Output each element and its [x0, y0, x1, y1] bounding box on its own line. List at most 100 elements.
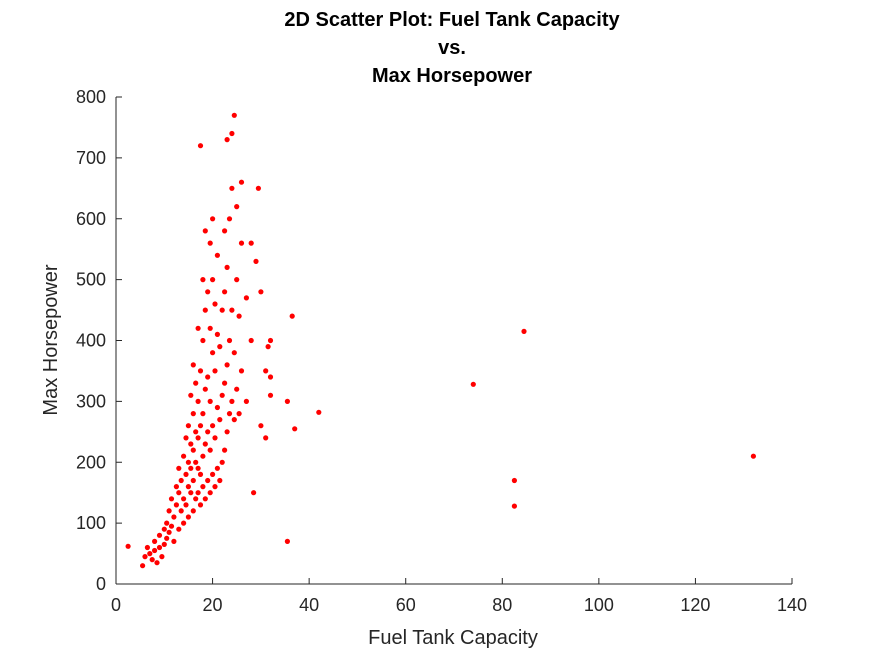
scatter-point — [188, 465, 194, 471]
scatter-point — [190, 508, 196, 514]
x-tick-label: 80 — [492, 595, 512, 615]
scatter-point — [168, 496, 175, 502]
scatter-point — [253, 258, 259, 264]
scatter-point — [236, 411, 242, 417]
scatter-point — [255, 185, 261, 191]
scatter-point — [185, 423, 191, 429]
scatter-point — [193, 429, 199, 435]
scatter-point — [195, 398, 201, 404]
scatter-point — [161, 526, 167, 532]
scatter-point — [219, 392, 225, 398]
scatter-point — [243, 295, 249, 301]
scatter-point — [185, 484, 191, 490]
scatter-point — [222, 289, 228, 295]
scatter-point — [205, 429, 211, 435]
x-axis-label: Fuel Tank Capacity — [368, 627, 538, 649]
scatter-points — [125, 112, 757, 569]
scatter-point — [178, 477, 184, 484]
scatter-point — [212, 301, 218, 307]
x-tick-label: 140 — [777, 595, 807, 615]
scatter-point — [258, 423, 264, 429]
scatter-point — [214, 252, 220, 258]
scatter-point — [200, 277, 206, 283]
scatter-point — [193, 380, 199, 386]
scatter-point — [188, 490, 194, 496]
y-tick-label: 700 — [76, 148, 106, 168]
x-tick-label: 120 — [680, 595, 710, 615]
scatter-point — [210, 216, 216, 222]
scatter-point — [217, 344, 223, 350]
scatter-point — [176, 490, 182, 496]
scatter-point — [190, 411, 196, 417]
scatter-point — [173, 484, 179, 490]
scatter-point — [178, 508, 184, 514]
scatter-point — [197, 502, 204, 508]
scatter-point — [222, 447, 228, 453]
scatter-point — [168, 523, 175, 529]
scatter-point — [200, 411, 206, 417]
scatter-point — [190, 447, 196, 453]
scatter-point — [202, 496, 208, 502]
scatter-point — [234, 204, 240, 210]
scatter-point — [222, 228, 228, 234]
scatter-point — [231, 350, 237, 356]
scatter-point — [197, 143, 204, 149]
scatter-point — [222, 380, 228, 386]
scatter-point — [511, 503, 517, 509]
scatter-point — [210, 277, 216, 283]
scatter-point — [226, 216, 233, 222]
scatter-point — [166, 508, 172, 514]
scatter-point — [224, 264, 230, 270]
scatter-point — [144, 544, 150, 551]
scatter-point — [207, 240, 213, 246]
scatter-point — [152, 547, 158, 554]
scatter-point — [224, 137, 230, 143]
scatter-point — [159, 554, 165, 560]
x-axis-ticks: 0 20 40 60 80 100 120 140 — [111, 578, 807, 615]
scatter-point — [750, 453, 757, 459]
x-tick-label: 40 — [299, 595, 319, 615]
scatter-point — [226, 411, 233, 417]
scatter-point — [197, 368, 204, 374]
scatter-point — [147, 551, 153, 557]
scatter-point — [251, 490, 257, 496]
scatter-point — [214, 465, 220, 471]
scatter-point — [176, 526, 182, 532]
scatter-point — [267, 337, 274, 344]
scatter-point — [292, 426, 298, 432]
scatter-point — [190, 362, 196, 368]
scatter-point — [205, 374, 211, 380]
scatter-point — [142, 554, 148, 560]
scatter-point — [229, 130, 235, 137]
scatter-point — [236, 313, 242, 319]
scatter-point — [154, 560, 160, 566]
scatter-point — [195, 465, 201, 471]
scatter-point — [214, 404, 220, 411]
scatter-point — [176, 465, 182, 471]
scatter-point — [190, 477, 196, 484]
scatter-point — [224, 362, 230, 368]
scatter-point — [207, 325, 213, 331]
plot-area: 0 20 40 60 80 100 120 140 0 100 200 300 400 500 600 70… — [76, 87, 807, 615]
y-tick-label: 400 — [76, 331, 106, 351]
scatter-point — [231, 112, 237, 118]
x-tick-label: 20 — [203, 595, 223, 615]
y-tick-label: 100 — [76, 513, 106, 533]
scatter-point — [202, 228, 208, 234]
scatter-point — [267, 392, 274, 398]
scatter-point — [521, 328, 527, 334]
scatter-point — [195, 490, 201, 496]
scatter-point — [173, 502, 179, 508]
scatter-point — [183, 471, 189, 477]
scatter-point — [212, 435, 218, 441]
scatter-point — [181, 453, 187, 459]
scatter-point — [248, 337, 254, 344]
scatter-point — [171, 514, 177, 520]
scatter-point — [229, 185, 235, 191]
scatter-point — [229, 398, 235, 404]
scatter-point — [289, 313, 295, 319]
scatter-point — [188, 441, 194, 447]
scatter-point — [316, 409, 322, 415]
scatter-point — [183, 435, 189, 441]
scatter-point — [200, 337, 206, 344]
